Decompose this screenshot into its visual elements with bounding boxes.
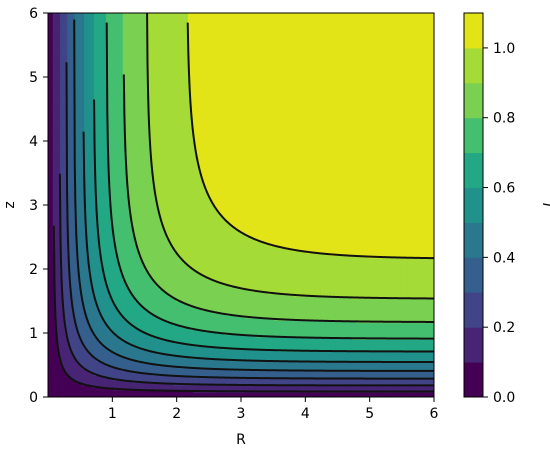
colorbar-tick-label: 0.0 — [493, 390, 515, 406]
colorbar-swatch — [464, 327, 483, 362]
colorbar-swatch — [464, 362, 483, 397]
colorbar-swatch — [464, 153, 483, 188]
x-tick-label: 2 — [172, 406, 181, 422]
x-axis-label: R — [236, 432, 246, 448]
colorbar-tick-label: 0.2 — [493, 320, 515, 336]
y-tick-label: 6 — [29, 6, 38, 22]
colorbar-tick-label: 1.0 — [493, 41, 515, 57]
colorbar-axis: 0.0 0.2 0.4 0.6 0.8 1.0 — [483, 41, 515, 406]
colorbar-swatch — [464, 83, 483, 118]
x-axis: 1 2 3 4 5 6 — [108, 397, 439, 422]
colorbar-label: T — [539, 201, 550, 211]
y-tick-label: 5 — [29, 70, 38, 86]
y-tick-label: 3 — [29, 198, 38, 214]
colorbar-swatch — [464, 13, 483, 48]
colorbar-swatch — [464, 118, 483, 153]
y-axis: 0 1 2 3 4 5 6 — [29, 6, 48, 406]
x-tick-label: 6 — [430, 406, 439, 422]
colorbar-swatch — [464, 257, 483, 292]
x-tick-label: 4 — [301, 406, 310, 422]
y-tick-label: 4 — [29, 134, 38, 150]
colorbar-tick-label: 0.8 — [493, 111, 515, 127]
x-tick-label: 3 — [237, 406, 246, 422]
y-tick-label: 2 — [29, 262, 38, 278]
colorbar-swatch — [464, 48, 483, 83]
y-tick-label: 1 — [29, 326, 38, 342]
filled-contour-field — [48, 13, 435, 398]
colorbar-swatch — [464, 292, 483, 327]
colorbar-tick-label: 0.6 — [493, 181, 515, 197]
x-tick-label: 1 — [108, 406, 117, 422]
y-tick-label: 0 — [29, 390, 38, 406]
colorbar-tick-label: 0.4 — [493, 250, 515, 266]
colorbar — [464, 13, 483, 398]
colorbar-swatch — [464, 222, 483, 257]
colorbar-swatch — [464, 188, 483, 223]
y-axis-label: z — [2, 201, 18, 208]
x-tick-label: 5 — [365, 406, 374, 422]
